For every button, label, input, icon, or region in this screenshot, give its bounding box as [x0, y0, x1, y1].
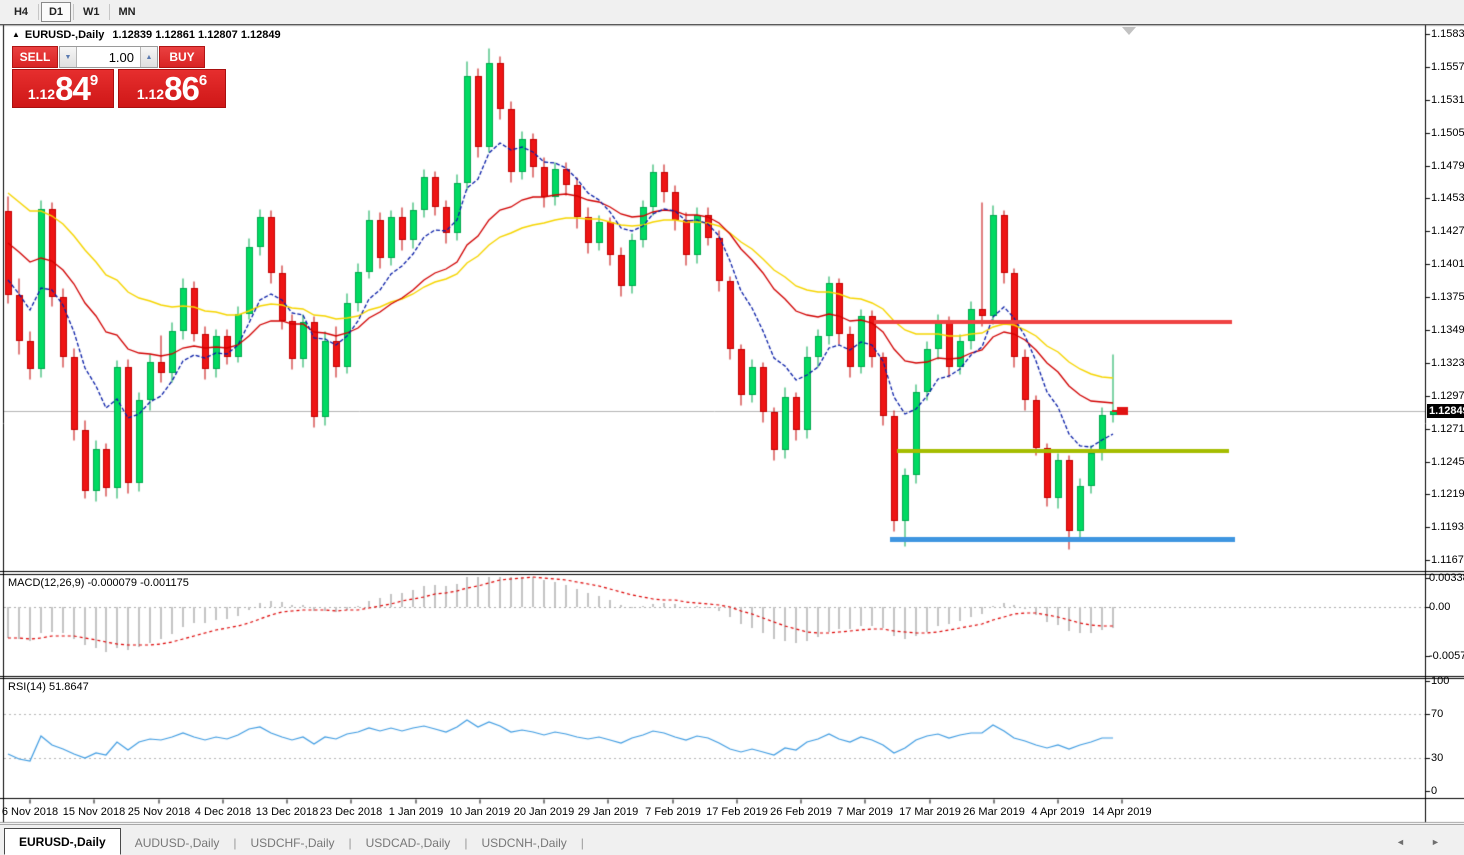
date-axis-label: 7 Mar 2019 — [837, 806, 893, 818]
date-axis-label: 15 Nov 2018 — [62, 806, 126, 818]
ask-pip-digit: 6 — [198, 72, 208, 89]
price-axis-label: 1.12450 — [1431, 456, 1464, 468]
tab-separator: | — [580, 836, 584, 850]
date-axis-label: 7 Feb 2019 — [645, 806, 701, 818]
tab-separator: | — [464, 836, 468, 850]
macd-label: MACD(12,26,9) -0.000079 -0.001175 — [8, 577, 189, 589]
timeframe-toolbar: H4 D1 W1 MN — [0, 0, 1464, 25]
buy-button[interactable]: BUY — [159, 46, 205, 68]
date-axis-label: 10 Jan 2019 — [449, 806, 511, 818]
tab-audusd-daily[interactable]: AUDUSD-,Daily — [134, 835, 220, 850]
price-axis-label: 1.14790 — [1431, 160, 1464, 172]
price-axis-label: 1.14530 — [1431, 192, 1464, 204]
trade-row-top: SELL ▼ ▲ BUY — [12, 46, 227, 68]
macd-axis-label: -0.00576 — [1429, 650, 1464, 662]
price-axis-label: 1.12190 — [1431, 488, 1464, 500]
date-axis-label: 4 Apr 2019 — [1031, 806, 1085, 818]
rsi-axis-label: 30 — [1431, 752, 1444, 764]
timeframe-button-w1[interactable]: W1 — [83, 6, 100, 18]
price-axis-label: 1.12710 — [1431, 423, 1464, 435]
tabs-scroll-right-icon[interactable]: ► — [1431, 837, 1440, 847]
price-axis-label: 1.13750 — [1431, 291, 1464, 303]
bid-quote-button[interactable]: 1.12 84 9 — [12, 69, 114, 108]
price-axis-label: 1.11930 — [1431, 521, 1464, 533]
macd-values: -0.000079 -0.001175 — [87, 577, 189, 589]
date-axis-label: 17 Mar 2019 — [899, 806, 961, 818]
date-axis-label: 13 Dec 2018 — [255, 806, 319, 818]
autoscroll-triangle-icon[interactable] — [1122, 27, 1136, 35]
tab-usdcad-daily[interactable]: USDCAD-,Daily — [365, 835, 451, 850]
tab-usdchf-daily[interactable]: USDCHF-,Daily — [250, 835, 335, 850]
ask-big-digits: 86 — [164, 70, 200, 107]
date-axis-label: 29 Jan 2019 — [577, 806, 639, 818]
rsi-axis-label: 70 — [1431, 708, 1444, 720]
date-axis-label: 26 Mar 2019 — [963, 806, 1025, 818]
symbol-title: EURUSD-,Daily — [24, 29, 105, 41]
timeframe-button-h4[interactable]: H4 — [13, 6, 29, 18]
volume-group: ▼ ▲ — [59, 46, 158, 68]
date-axis-label: 23 Dec 2018 — [319, 806, 383, 818]
date-axis-label: 4 Dec 2018 — [194, 806, 252, 818]
rsi-axis-label: 0 — [1431, 785, 1438, 797]
tabs-scroll-left-icon[interactable]: ◄ — [1396, 837, 1405, 847]
bid-big-digits: 84 — [55, 70, 91, 107]
trade-row-quotes: 1.12 84 9 1.12 86 6 — [12, 69, 227, 108]
timeframe-button-d1[interactable]: D1 — [41, 2, 71, 22]
price-axis-label: 1.14270 — [1431, 225, 1464, 237]
date-axis-label: 1 Jan 2019 — [388, 806, 444, 818]
price-axis-label: 1.15050 — [1431, 127, 1464, 139]
price-axis-label: 1.13490 — [1431, 324, 1464, 336]
trade-panel: SELL ▼ ▲ BUY 1.12 84 9 1.12 86 6 — [12, 46, 227, 108]
price-axis-label: 1.14010 — [1431, 258, 1464, 270]
price-axis-label: 1.13230 — [1431, 357, 1464, 369]
collapse-arrow-icon[interactable]: ▲ — [12, 30, 20, 39]
ask-quote-button[interactable]: 1.12 86 6 — [118, 69, 226, 108]
volume-decrease-button[interactable]: ▼ — [60, 47, 77, 67]
price-axis-label: 1.12970 — [1431, 390, 1464, 402]
price-axis-label: 1.15310 — [1431, 94, 1464, 106]
rsi-name: RSI(14) — [8, 681, 46, 693]
date-axis-label: 25 Nov 2018 — [127, 806, 191, 818]
date-axis-label: 6 Nov 2018 — [1, 806, 59, 818]
rsi-value: 51.8647 — [48, 681, 89, 693]
bid-pip-digit: 9 — [89, 72, 99, 89]
bid-prefix: 1.12 — [27, 86, 56, 102]
rsi-label: RSI(14) 51.8647 — [8, 681, 89, 693]
rsi-axis-label: 100 — [1431, 675, 1450, 687]
toolbar-separator — [38, 4, 39, 20]
tab-separator: | — [233, 836, 237, 850]
toolbar-separator — [108, 4, 110, 20]
date-axis-label: 20 Jan 2019 — [513, 806, 575, 818]
volume-input[interactable] — [77, 47, 140, 67]
date-axis-label: 26 Feb 2019 — [770, 806, 832, 818]
sell-button[interactable]: SELL — [12, 46, 58, 68]
symbol-tabbar: EURUSD-,Daily AUDUSD-,Daily | USDCHF-,Daily… — [0, 824, 1464, 855]
macd-axis-label: 0.00 — [1429, 601, 1451, 613]
macd-axis-label: 0.003387 — [1429, 572, 1464, 584]
volume-increase-button[interactable]: ▲ — [140, 47, 157, 67]
date-axis-label: 14 Apr 2019 — [1092, 806, 1152, 818]
tab-usdcnh-daily[interactable]: USDCNH-,Daily — [481, 835, 567, 850]
ask-prefix: 1.12 — [136, 86, 165, 102]
price-axis-label: 1.15830 — [1431, 28, 1464, 40]
macd-name: MACD(12,26,9) — [8, 577, 85, 589]
current-price-tag: 1.12849 — [1427, 404, 1464, 418]
price-axis-label: 1.15570 — [1431, 61, 1464, 73]
toolbar-separator — [73, 4, 74, 20]
tab-eurusd-daily[interactable]: EURUSD-,Daily — [4, 828, 121, 855]
tab-separator: | — [348, 836, 352, 850]
chart-header: ▲ EURUSD-,Daily 1.12839 1.12861 1.12807 1.… — [12, 29, 281, 41]
timeframe-button-mn[interactable]: MN — [118, 6, 136, 18]
date-axis-label: 17 Feb 2019 — [706, 806, 768, 818]
ohlc-values: 1.12839 1.12861 1.12807 1.12849 — [112, 29, 281, 41]
